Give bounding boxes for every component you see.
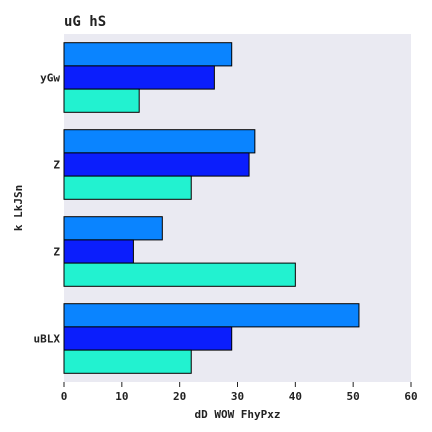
bar-1-series-2 <box>63 175 192 200</box>
bar-3-series-2 <box>63 349 192 374</box>
x-tick-label-5: 50 <box>347 390 360 403</box>
x-tick-label-2: 20 <box>173 390 186 403</box>
x-axis-label: dD WOW FhyPxz <box>194 408 280 421</box>
x-tick-label-0: 0 <box>61 390 68 403</box>
category-label-0: yGw <box>40 72 60 85</box>
x-tick-label-3: 30 <box>231 390 244 403</box>
category-label-2: Z <box>53 246 60 259</box>
x-tick-label-1: 10 <box>115 390 128 403</box>
x-ticks: 0 10 20 30 40 50 60 <box>61 382 418 403</box>
bar-0-series-2 <box>63 88 140 113</box>
chart-title: uG hS <box>64 14 106 30</box>
bar-1-series-0 <box>63 129 256 154</box>
x-tick-label-4: 40 <box>289 390 302 403</box>
bar-1-series-1 <box>63 152 250 177</box>
y-axis-label: k LkJSn <box>12 185 25 231</box>
category-label-1: Z <box>53 159 60 172</box>
bar-2-series-1 <box>63 239 134 264</box>
category-label-3: uBLX <box>34 333 61 346</box>
bar-0-series-0 <box>63 42 233 67</box>
bar-3-series-1 <box>63 326 233 351</box>
bars-group <box>63 42 360 374</box>
x-tick-label-6: 60 <box>404 390 417 403</box>
bar-0-series-1 <box>63 65 215 90</box>
bar-2-series-2 <box>63 262 296 287</box>
bar-3-series-0 <box>63 303 360 328</box>
bar-2-series-0 <box>63 216 163 241</box>
